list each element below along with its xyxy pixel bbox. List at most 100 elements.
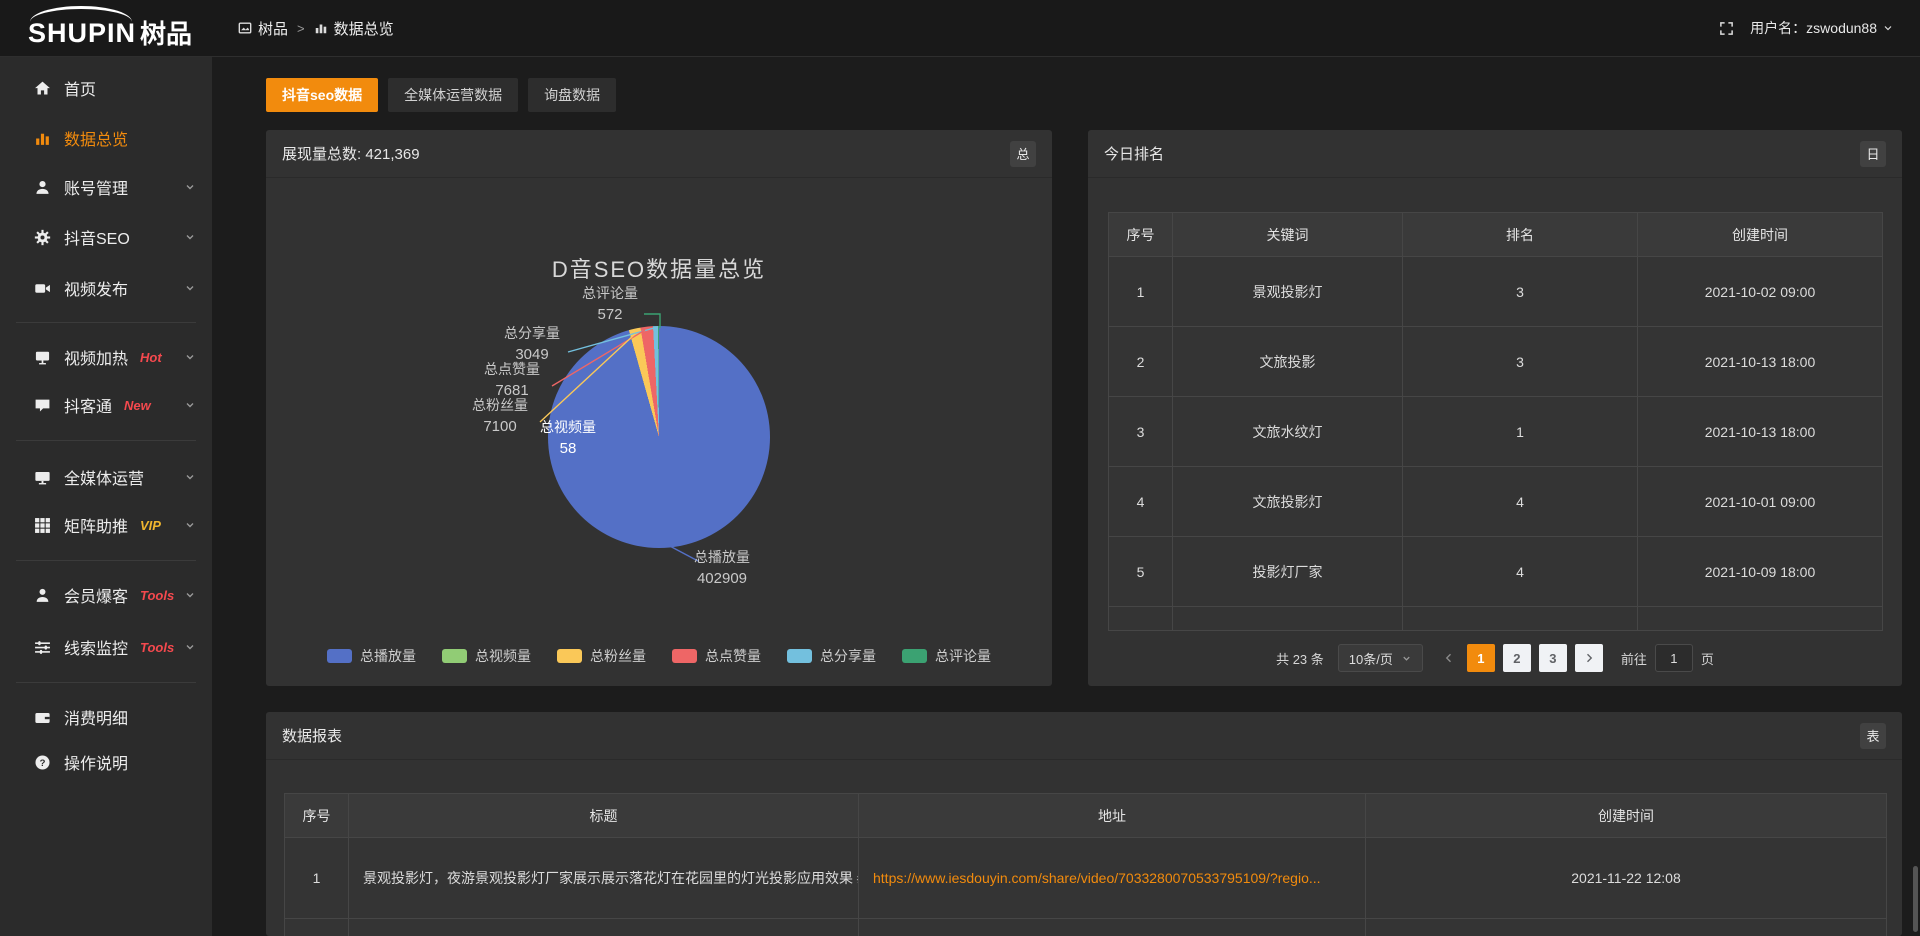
sidebar-item-video-heat[interactable]: 视频加热 Hot	[0, 337, 212, 377]
chevron-down-icon	[184, 181, 196, 193]
member-icon	[34, 587, 51, 604]
goto-page-input[interactable]	[1654, 644, 1693, 672]
legend-chip	[442, 649, 467, 663]
table-row-partial	[1108, 606, 1883, 631]
prev-page-button[interactable]	[1439, 652, 1459, 664]
pie-label-comments: 总评论量 572	[582, 285, 638, 323]
tab-bar: 抖音seo数据 全媒体运营数据 询盘数据	[266, 78, 617, 112]
chevron-down-icon	[184, 282, 196, 294]
legend-chip	[672, 649, 697, 663]
scrollbar[interactable]	[1913, 866, 1918, 932]
col-url: 地址	[858, 793, 1366, 838]
pie-label-fans: 总粉丝量 7100	[472, 397, 528, 435]
logo-arc	[30, 6, 132, 22]
sidebar-item-spend-detail[interactable]: 消费明细	[0, 697, 212, 737]
svg-text:?: ?	[40, 757, 46, 768]
sidebar-item-help[interactable]: ? 操作说明	[0, 742, 212, 782]
report-panel-header: 数据报表 表	[266, 712, 1902, 760]
next-page-button[interactable]	[1574, 644, 1603, 672]
chevron-right-icon	[1586, 653, 1593, 663]
cell-empty	[858, 918, 1366, 936]
sidebar-item-video-publish[interactable]: 视频发布	[0, 268, 212, 308]
table-row: 1 景观投影灯 3 2021-10-02 09:00	[1108, 256, 1883, 327]
page-button-2[interactable]: 2	[1502, 644, 1531, 672]
legend-item-likes[interactable]: 总点赞量	[672, 646, 761, 666]
legend-chip	[557, 649, 582, 663]
rank-panel-header: 今日排名 日	[1088, 130, 1902, 178]
tab-inquiry-data[interactable]: 询盘数据	[528, 78, 617, 112]
total-badge-button[interactable]: 总	[1010, 140, 1036, 167]
rank-panel: 今日排名 日 序号 关键词 排名 创建时间 1 景观投影灯 3 2021-10-…	[1088, 130, 1902, 686]
sidebar-item-home[interactable]: 首页	[0, 68, 212, 108]
sidebar-item-douyin-seo[interactable]: 抖音SEO	[0, 217, 212, 257]
pagination: 共 23 条 10条/页 1 2 3 前往 页	[1088, 644, 1902, 672]
sidebar-item-accounts[interactable]: 账号管理	[0, 167, 212, 207]
legend-item-fans[interactable]: 总粉丝量	[557, 646, 646, 666]
cell-keyword: 投影灯厂家	[1172, 536, 1403, 607]
logo: SHUPIN 树品	[0, 0, 212, 56]
rank-panel-title: 今日排名	[1104, 146, 1165, 163]
table-row: 5 投影灯厂家 4 2021-10-09 18:00	[1108, 536, 1883, 607]
pie-chart	[548, 326, 770, 548]
page-size-select[interactable]: 10条/页	[1337, 644, 1423, 672]
logo-text: SHUPIN	[28, 18, 137, 48]
legend-chip	[327, 649, 352, 663]
chevron-down-icon	[1403, 656, 1410, 661]
cell-created: 2021-10-01 09:00	[1637, 466, 1883, 537]
cell-created: 2021-10-02 09:00	[1637, 256, 1883, 327]
wallet-icon	[34, 709, 51, 726]
sidebar-item-label: 视频加热	[64, 351, 129, 368]
chart-title: D音SEO数据量总览	[551, 257, 767, 282]
legend-item-videos[interactable]: 总视频量	[442, 646, 531, 666]
chat-icon	[34, 397, 51, 414]
fullscreen-icon[interactable]	[1719, 21, 1734, 36]
video-url-link[interactable]: https://www.iesdouyin.com/share/video/70…	[858, 837, 1366, 919]
sidebar-item-matrix-boost[interactable]: 矩阵助推 VIP	[0, 505, 212, 545]
breadcrumb-separator: >	[297, 20, 305, 36]
bar-chart-icon	[34, 130, 51, 147]
user-menu[interactable]: 用户名：zswodun88	[1750, 18, 1894, 38]
col-created: 创建时间	[1637, 212, 1883, 257]
report-panel: 数据报表 表 序号 标题 地址 创建时间 1 景观投影灯，夜游景观投影灯厂家展示…	[266, 712, 1902, 936]
cell-created: 2021-10-09 18:00	[1637, 536, 1883, 607]
sidebar-divider	[16, 682, 196, 683]
overview-panel-header: 展现量总数: 421,369 总	[266, 130, 1052, 178]
legend-item-shares[interactable]: 总分享量	[787, 646, 876, 666]
table-badge-button[interactable]: 表	[1860, 722, 1886, 749]
chevron-down-icon	[184, 231, 196, 243]
tab-all-media-data[interactable]: 全媒体运营数据	[388, 78, 519, 112]
sidebar-item-label: 首页	[64, 82, 97, 99]
breadcrumb-root[interactable]: 树品	[238, 18, 288, 39]
cell-title: 景观投影灯，夜游景观投影灯厂家展示展示落花灯在花园里的灯光投影应用效果 #	[348, 837, 859, 919]
sidebar-item-all-media[interactable]: 全媒体运营	[0, 457, 212, 497]
col-no: 序号	[284, 793, 349, 838]
cell-empty	[284, 918, 349, 936]
cell-rank: 3	[1402, 326, 1638, 397]
cell-no: 1	[1108, 256, 1173, 327]
sidebar-item-data-overview[interactable]: 数据总览	[0, 118, 212, 158]
breadcrumb-current[interactable]: 数据总览	[314, 18, 394, 39]
sidebar-item-label: 数据总览	[64, 132, 129, 149]
page-button-1[interactable]: 1	[1466, 644, 1495, 672]
legend-item-comments[interactable]: 总评论量	[902, 646, 991, 666]
sidebar-item-label: 账号管理	[64, 181, 129, 198]
chevron-down-icon	[184, 519, 196, 531]
sidebar-item-member-burst[interactable]: 会员爆客 Tools	[0, 575, 212, 615]
page-button-3[interactable]: 3	[1538, 644, 1567, 672]
hot-badge: Hot	[140, 349, 162, 365]
breadcrumb: 树品 > 数据总览	[238, 18, 394, 39]
pagination-total: 共 23 条	[1276, 651, 1324, 667]
chevron-down-icon	[184, 641, 196, 653]
cell-keyword: 文旅投影	[1172, 326, 1403, 397]
sidebar-item-label: 操作说明	[64, 756, 129, 773]
day-badge-button[interactable]: 日	[1860, 140, 1886, 167]
sidebar-item-label: 消费明细	[64, 711, 129, 728]
cell-rank: 4	[1402, 466, 1638, 537]
sidebar-item-lead-monitor[interactable]: 线索监控 Tools	[0, 627, 212, 667]
legend-item-plays[interactable]: 总播放量	[327, 646, 416, 666]
pie-label-likes: 总点赞量 7681	[484, 361, 540, 399]
sidebar-item-douketong[interactable]: 抖客通 New	[0, 385, 212, 425]
sidebar: 首页 数据总览 账号管理 抖音SEO 视频发布 视频加热 Hot	[0, 57, 212, 936]
tab-douyin-seo-data[interactable]: 抖音seo数据	[266, 78, 379, 112]
